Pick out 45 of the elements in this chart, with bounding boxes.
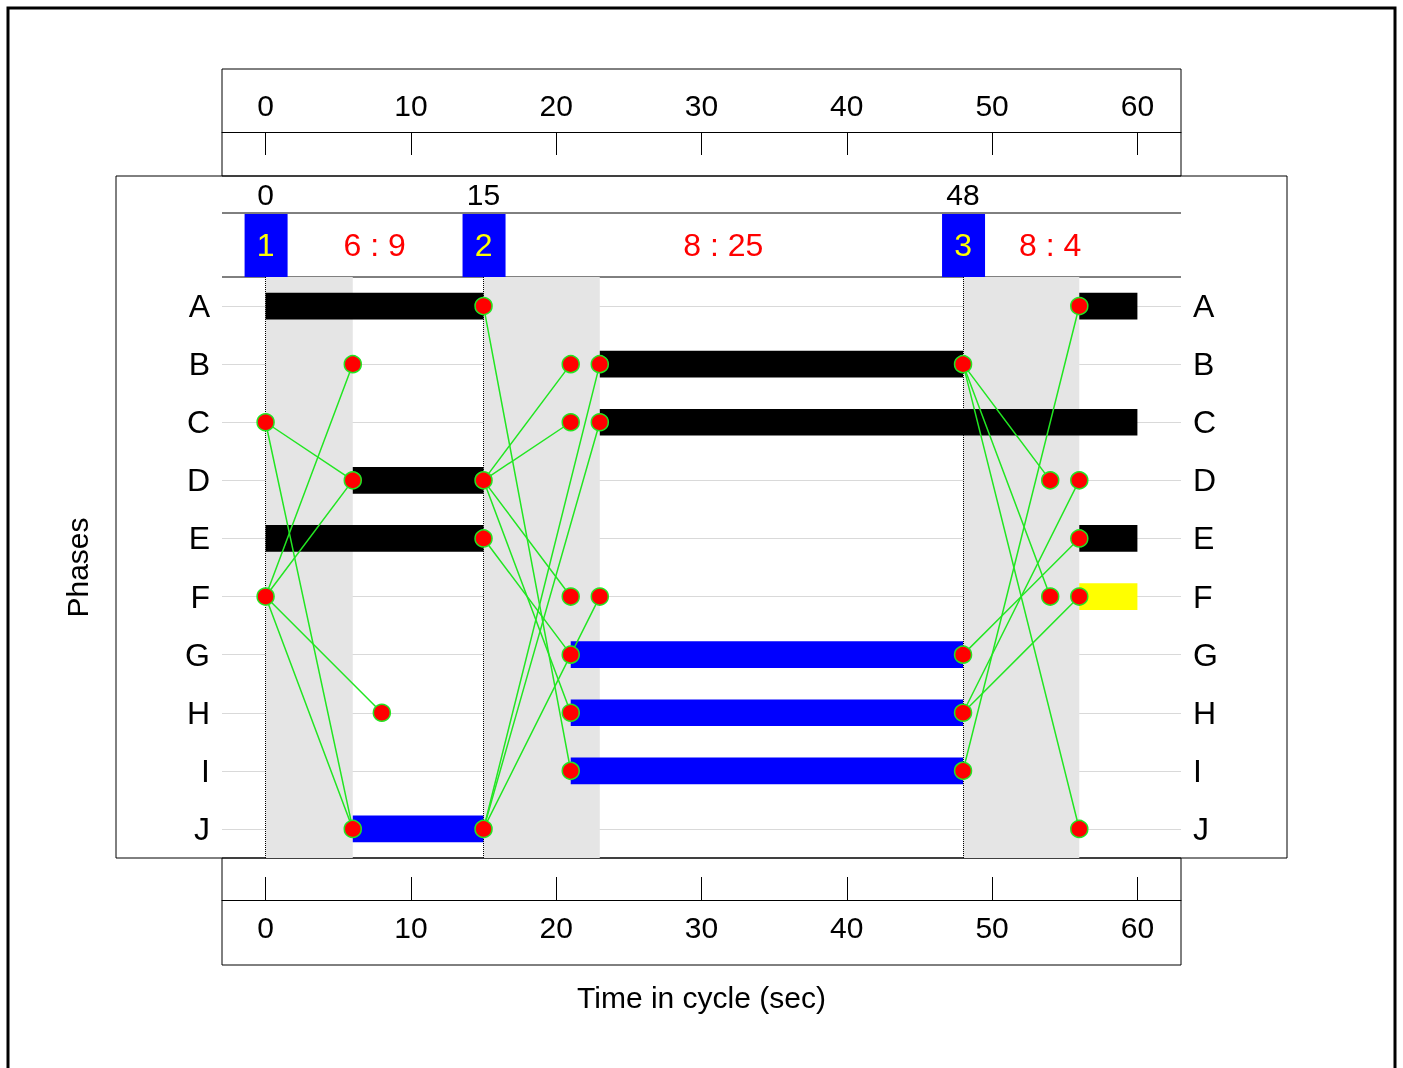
- y-tick-label: I: [201, 752, 210, 789]
- y-tick-label: E: [188, 520, 210, 557]
- text: 3: [954, 227, 972, 263]
- category-label: B: [1193, 346, 1215, 383]
- ref-line-label: 15: [466, 177, 501, 211]
- x-tick-label: 0: [257, 910, 274, 944]
- category-label: D: [1193, 462, 1217, 499]
- y-tick-label: H: [186, 694, 210, 731]
- y-tick-label: J: [194, 810, 210, 847]
- y-tick-label: B: [188, 346, 210, 383]
- y-tick-label: G: [185, 636, 210, 673]
- category-label: J: [1193, 810, 1209, 847]
- x-tick-label: 60: [1120, 910, 1155, 944]
- y-tick-label: C: [186, 404, 210, 441]
- x2-tick-label: 50: [975, 88, 1009, 122]
- text: 8 : 25: [683, 227, 764, 263]
- x2-tick-label: 10: [394, 88, 428, 122]
- x-axis-title: Time in cycle (sec): [577, 980, 826, 1014]
- x2-tick-label: 30: [684, 88, 719, 122]
- y-tick-label: D: [186, 462, 210, 499]
- x-tick-label: 20: [539, 910, 573, 944]
- category-label: I: [1193, 752, 1202, 789]
- y-tick-label: A: [188, 288, 211, 325]
- x2-tick-label: 20: [539, 88, 573, 122]
- y-axis-title: Phases: [60, 517, 94, 618]
- x-tick-label: 40: [830, 910, 864, 944]
- x2-tick-label: 0: [257, 88, 274, 122]
- ref-line-label: 48: [946, 177, 980, 211]
- x-tick-label: 50: [975, 910, 1009, 944]
- category-label: E: [1193, 520, 1215, 557]
- category-label: F: [1193, 578, 1213, 615]
- text: 6 : 9: [343, 227, 406, 263]
- x2-tick-label: 40: [830, 88, 864, 122]
- category-label: H: [1193, 694, 1217, 731]
- y-tick-label: F: [190, 578, 210, 615]
- x-tick-label: 10: [394, 910, 428, 944]
- text: 1: [256, 227, 275, 263]
- category-label: A: [1193, 288, 1215, 325]
- category-label: G: [1193, 636, 1218, 673]
- ref-line-label: 0: [257, 177, 274, 211]
- text: 2: [474, 227, 493, 263]
- x-tick-label: 30: [684, 910, 719, 944]
- category-label: C: [1193, 404, 1217, 441]
- x2-tick-label: 60: [1120, 88, 1155, 122]
- text: 8 : 4: [1019, 227, 1082, 263]
